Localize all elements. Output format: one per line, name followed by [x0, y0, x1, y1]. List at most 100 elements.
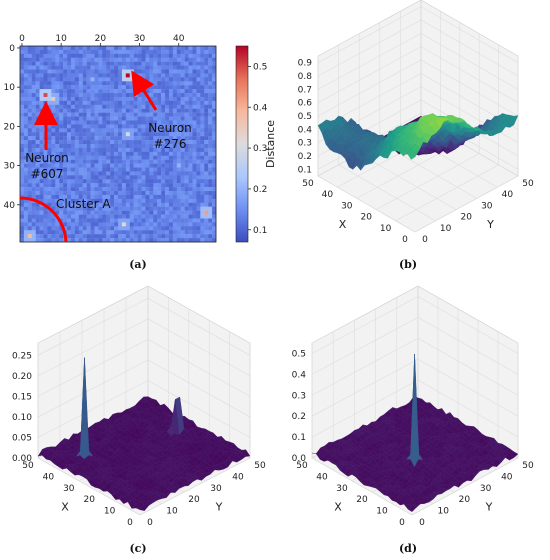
heatmap-cell — [86, 214, 91, 219]
heatmap-cell — [39, 175, 44, 180]
heatmap-cell — [90, 183, 95, 188]
heatmap-cell — [129, 202, 134, 207]
heatmap-cell — [27, 151, 32, 156]
heatmap-cell — [94, 108, 99, 113]
heatmap-cell — [141, 167, 146, 172]
heatmap-cell — [184, 222, 189, 227]
heatmap-cell — [51, 163, 56, 168]
heatmap-cell — [39, 167, 44, 172]
heatmap-cell — [78, 155, 83, 160]
heatmap-cell — [74, 159, 79, 164]
heatmap-cell — [114, 191, 119, 196]
heatmap-cell — [70, 53, 76, 58]
heatmap-cell — [212, 136, 217, 141]
heatmap-cell — [102, 100, 107, 105]
heatmap-cell — [35, 136, 40, 141]
heatmap-cell — [55, 187, 60, 192]
heatmap-cell — [172, 104, 177, 109]
heatmap-cell — [176, 187, 181, 192]
heatmap-cell — [153, 132, 158, 137]
heatmap-cell — [74, 214, 79, 219]
heatmap-cell — [31, 89, 36, 94]
heatmap-cell — [82, 234, 87, 239]
heatmap-cell — [43, 226, 48, 231]
heatmap-cell — [59, 159, 64, 164]
heatmap-cell — [23, 116, 29, 121]
heatmap-cell — [102, 61, 107, 66]
heatmap-cell — [63, 136, 68, 141]
heatmap-cell — [35, 234, 40, 239]
heatmap-cell — [176, 202, 181, 207]
heatmap-cell — [35, 81, 40, 86]
heatmap-cell — [212, 65, 217, 70]
heatmap-cell — [70, 85, 76, 90]
heatmap-cell — [114, 151, 119, 156]
heatmap-cell — [141, 120, 146, 125]
heatmap-cell — [149, 61, 154, 66]
colorbar-label: Distance — [264, 120, 277, 168]
heatmap-cell — [125, 222, 130, 227]
heatmap-cell — [47, 202, 52, 207]
heatmap-cell — [102, 210, 107, 215]
heatmap-cell — [98, 104, 103, 109]
heatmap-cell — [35, 202, 40, 207]
heatmap-cell — [165, 100, 170, 105]
z-tick-label: 0.4 — [298, 125, 313, 135]
heatmap-cell — [27, 198, 32, 203]
heatmap-cell — [55, 191, 60, 196]
heatmap-cell — [184, 171, 189, 176]
heatmap-cell — [82, 202, 87, 207]
heatmap-cell — [161, 171, 166, 176]
heatmap-cell — [31, 46, 36, 51]
heatmap-cell — [196, 179, 201, 184]
heatmap-cell — [145, 53, 150, 58]
heatmap-cell — [161, 159, 166, 164]
heatmap-cell — [192, 155, 197, 160]
heatmap-cell — [51, 89, 56, 94]
heatmap-cell — [70, 104, 76, 109]
heatmap-cell — [51, 183, 56, 188]
heatmap-cell — [188, 46, 193, 51]
heatmap-cell — [184, 65, 189, 70]
heatmap-cell — [133, 155, 138, 160]
heatmap-cell — [165, 167, 170, 172]
heatmap-cell — [106, 132, 111, 137]
heatmap-cell — [196, 53, 201, 58]
heatmap-cell — [145, 155, 150, 160]
heatmap-cell — [47, 187, 52, 192]
heatmap-cell — [157, 167, 162, 172]
heatmap-cell — [82, 69, 87, 74]
heatmap-cell — [161, 108, 166, 113]
heatmap-cell — [184, 61, 189, 66]
heatmap-cell — [153, 112, 158, 117]
heatmap-cell — [82, 81, 87, 86]
heatmap-cell — [102, 191, 107, 196]
heatmap-cell — [192, 183, 197, 188]
heatmap-cell — [208, 120, 213, 125]
heatmap-cell — [43, 49, 48, 55]
heatmap-cell — [106, 61, 111, 66]
heatmap-cell — [98, 210, 103, 215]
heatmap-cell — [180, 238, 185, 243]
heatmap-cell — [20, 108, 25, 113]
heatmap-cell — [212, 238, 217, 243]
heatmap-cell — [172, 230, 177, 235]
heatmap-cell — [149, 214, 154, 219]
heatmap-cell — [192, 65, 197, 70]
heatmap-cell — [82, 210, 87, 215]
heatmap-cell — [63, 147, 68, 153]
heatmap-cell — [157, 46, 162, 51]
heatmap-cell — [149, 128, 154, 133]
heatmap-cell — [145, 108, 150, 113]
heatmap-cell — [168, 187, 174, 192]
panel-b: (b) 01020304050010203040500.10.20.30.40.… — [298, 0, 534, 271]
heatmap-cell — [35, 85, 40, 90]
heatmap-cell — [55, 218, 60, 223]
heatmap-cell — [165, 96, 170, 102]
heatmap-cell — [82, 155, 87, 160]
annotation-neuron-276-line1: Neuron — [148, 121, 192, 135]
heatmap-cell — [23, 81, 29, 86]
heatmap-cell — [63, 132, 68, 137]
heatmap-cell — [165, 147, 170, 153]
